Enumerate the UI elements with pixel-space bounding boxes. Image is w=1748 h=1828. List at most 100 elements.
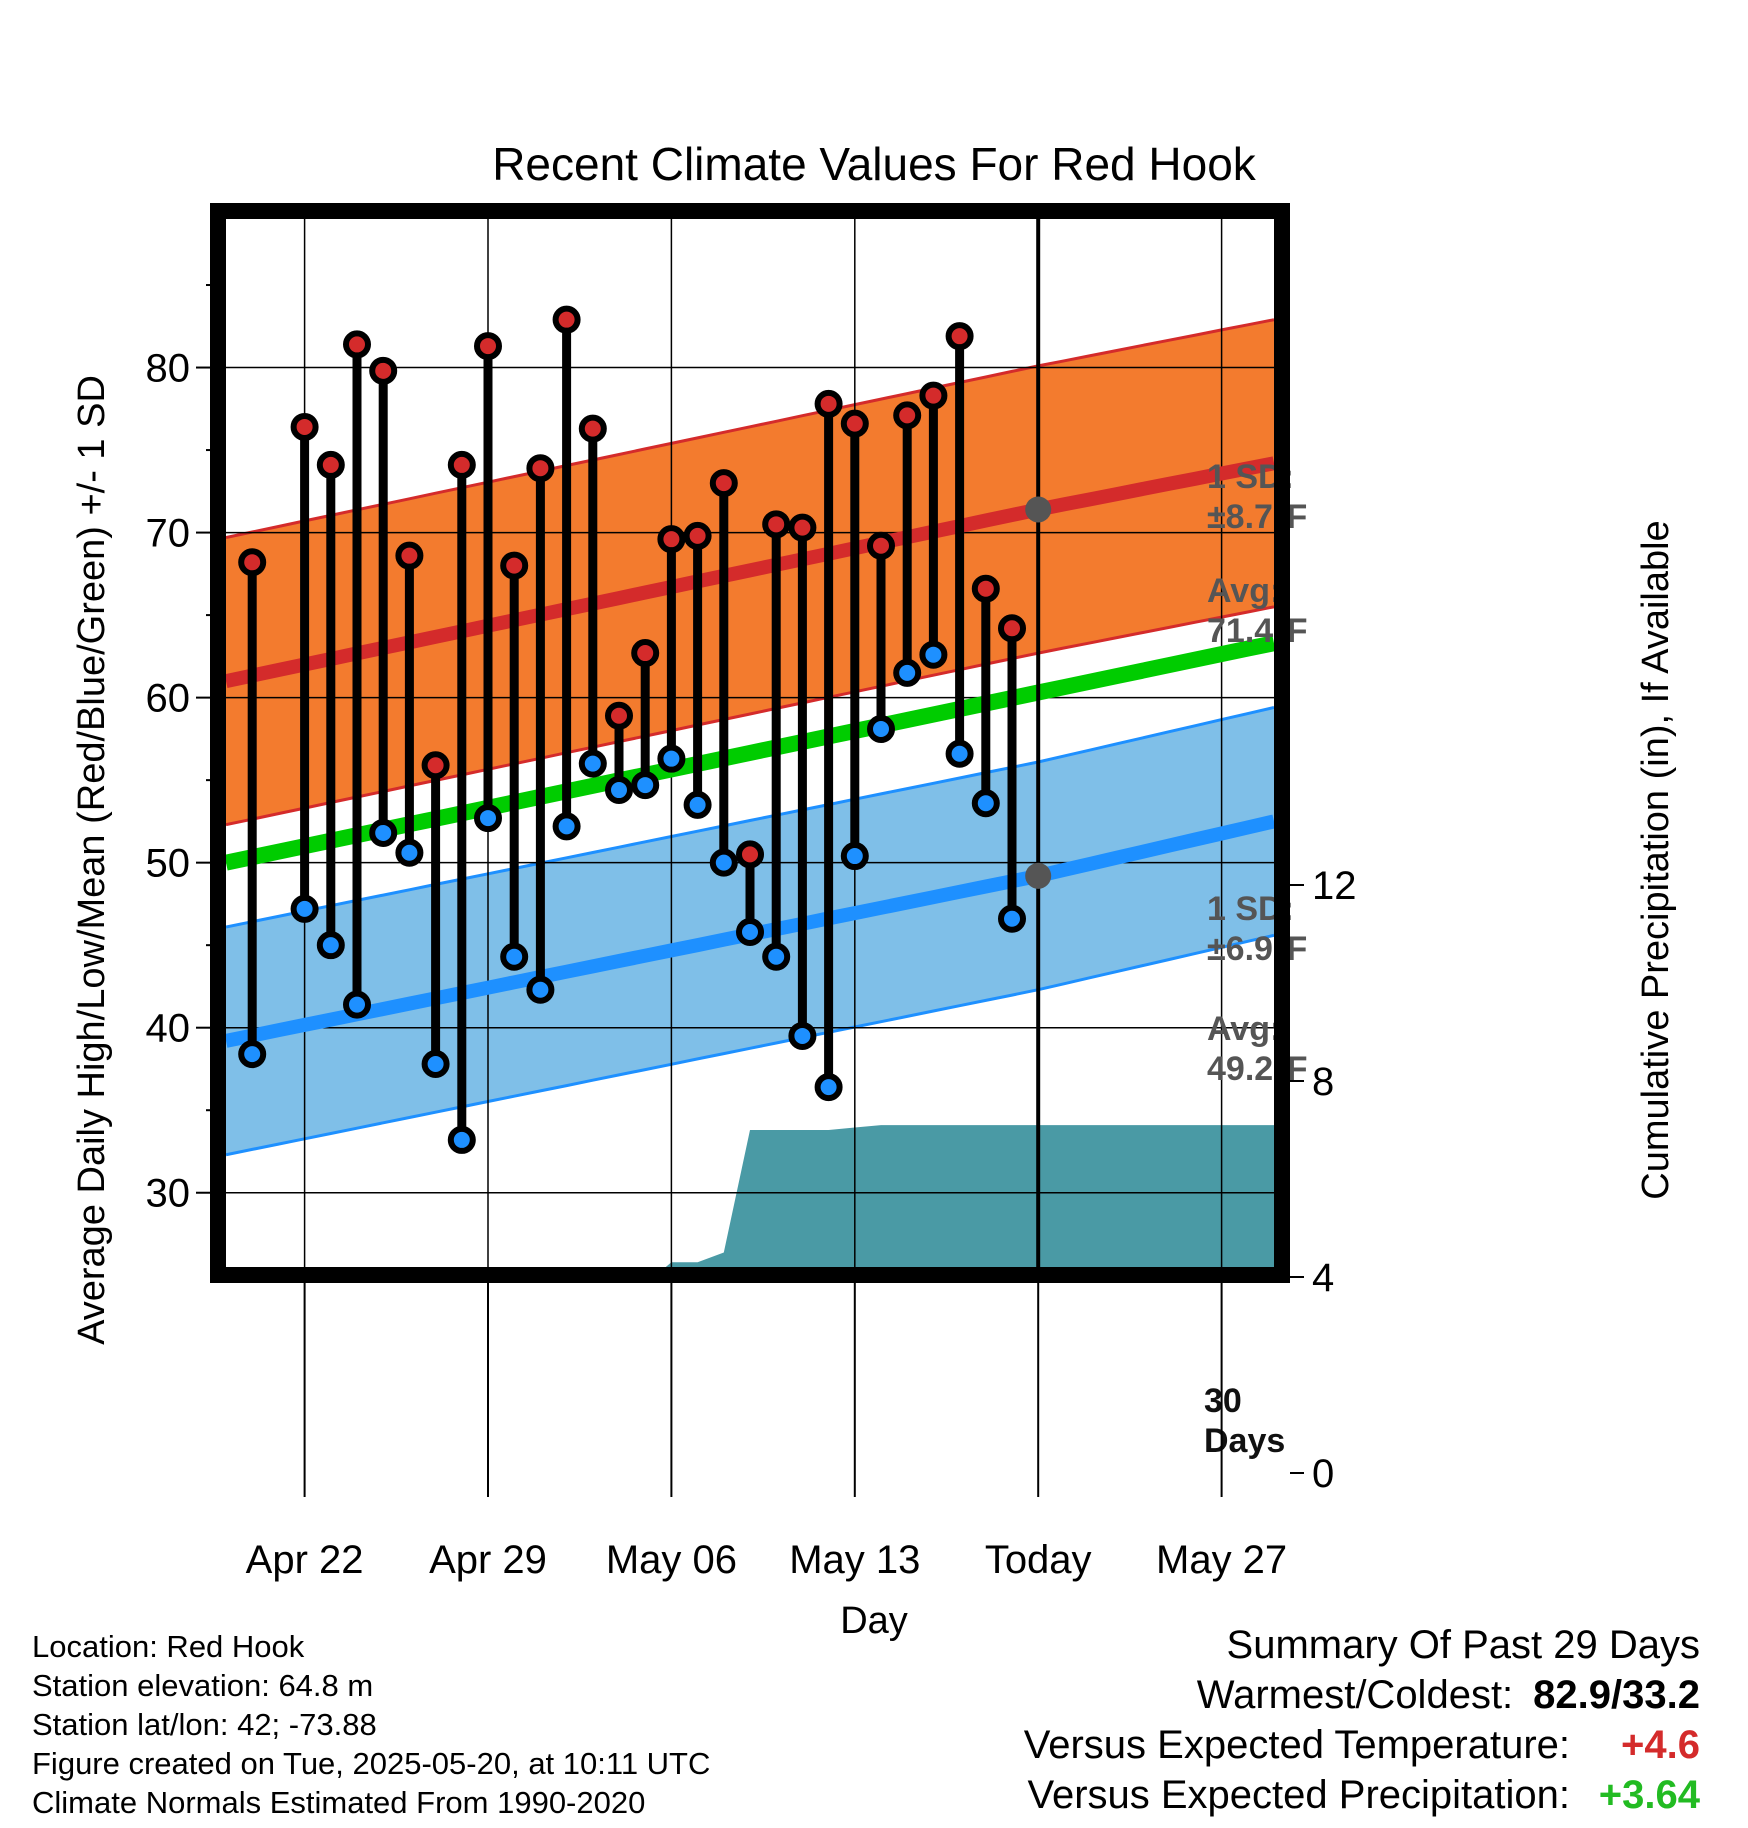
- today-low-avg-marker: [1025, 862, 1052, 889]
- plot-inner: [226, 219, 1274, 1267]
- temp-value: +4.6: [1621, 1723, 1700, 1767]
- temp-label: Versus Expected Temperature:: [1023, 1723, 1570, 1767]
- low-point: [290, 894, 319, 923]
- low-band-upper-edge: [226, 706, 1274, 929]
- high-avg-value: 71.4°F: [1207, 612, 1308, 650]
- low-band-lower-edge: [226, 933, 1274, 1157]
- low-point: [893, 658, 922, 687]
- warm-cold-label: Warmest/Coldest:: [1196, 1673, 1514, 1717]
- y2-tick-label: 4: [1312, 1256, 1334, 1300]
- low-point: [709, 848, 738, 877]
- high-point: [657, 525, 686, 554]
- high-point: [762, 510, 791, 539]
- high-point: [238, 548, 267, 577]
- low-avg-label: Avg:: [1207, 1010, 1281, 1048]
- low-point: [919, 640, 948, 669]
- high-point: [395, 541, 424, 570]
- precip-label: Versus Expected Precipitation:: [1027, 1773, 1570, 1817]
- y-tick-label: 40: [146, 1007, 191, 1051]
- high-point: [971, 574, 1000, 603]
- low-point: [316, 931, 345, 960]
- low-point: [605, 776, 633, 805]
- high-point: [788, 513, 817, 542]
- y-axis-label: Average Daily High/Low/Mean (Red/Blue/Gr…: [71, 375, 113, 1345]
- mean-normal-line: [226, 635, 1274, 871]
- today-days-word: Days: [1204, 1422, 1285, 1460]
- high-point: [421, 751, 450, 780]
- summary-warm-cold-row: Warmest/Coldest: 82.9/33.2: [1024, 1670, 1700, 1720]
- low-point: [736, 917, 764, 946]
- low-point: [657, 744, 686, 773]
- high-point: [631, 639, 660, 668]
- summary-panel: Summary Of Past 29 Days Warmest/Coldest:…: [1024, 1620, 1700, 1820]
- high-point: [605, 701, 633, 730]
- high-band-upper-edge: [226, 318, 1274, 539]
- today-days-number: 30: [1204, 1382, 1242, 1420]
- location-text: Location: Red Hook: [32, 1629, 305, 1664]
- created-text: Figure created on Tue, 2025-05-20, at 10…: [32, 1746, 711, 1781]
- low-point: [788, 1021, 817, 1050]
- precip-area: [383, 1125, 1274, 1267]
- low-point: [867, 714, 895, 743]
- summary-heading: Summary Of Past 29 Days: [1226, 1623, 1700, 1667]
- high-point: [867, 531, 895, 560]
- high-point: [474, 332, 502, 361]
- high-point: [500, 551, 529, 580]
- low-avg-value: 49.2°F: [1207, 1050, 1308, 1088]
- low-point: [840, 842, 869, 871]
- high-point: [578, 414, 607, 443]
- x-tick-label: May 06: [606, 1538, 737, 1582]
- summary-temp-row: Versus Expected Temperature: +4.6: [1024, 1720, 1700, 1770]
- x-tick-label: Apr 22: [246, 1538, 364, 1582]
- high-point: [290, 412, 319, 441]
- high-point: [447, 450, 476, 479]
- high-point: [840, 409, 869, 438]
- low-point: [343, 990, 371, 1019]
- high-band-lower-edge: [226, 605, 1274, 827]
- elevation-text: Station elevation: 64.8 m: [32, 1668, 374, 1703]
- low-sd-value: ±6.9°F: [1207, 930, 1307, 968]
- normals-text: Climate Normals Estimated From 1990-2020: [32, 1785, 646, 1820]
- y2-tick-label: 0: [1312, 1452, 1334, 1496]
- low-point: [395, 838, 424, 867]
- chart-title: Recent Climate Values For Red Hook: [492, 138, 1257, 190]
- low-point: [945, 739, 974, 768]
- low-point: [762, 942, 791, 971]
- low-point: [683, 790, 712, 819]
- low-point: [474, 804, 502, 833]
- high-point: [709, 469, 738, 498]
- x-tick-label: May 27: [1156, 1538, 1287, 1582]
- low-point: [369, 818, 398, 847]
- low-point: [998, 904, 1026, 933]
- y-tick-label: 70: [146, 512, 191, 556]
- low-point: [578, 749, 607, 778]
- high-point: [683, 521, 712, 550]
- high-sd-value: ±8.7°F: [1207, 498, 1307, 536]
- precip-value: +3.64: [1598, 1773, 1700, 1817]
- low-point: [447, 1125, 476, 1154]
- y-tick-label: 80: [146, 347, 191, 391]
- low-point: [421, 1050, 450, 1079]
- low-point: [238, 1040, 267, 1069]
- low-point: [526, 975, 555, 1004]
- high-point: [998, 614, 1026, 643]
- high-avg-label: Avg:: [1207, 572, 1281, 610]
- station-info: Location: Red Hook Station elevation: 64…: [32, 1627, 710, 1822]
- low-point: [971, 789, 1000, 818]
- low-point: [814, 1073, 843, 1102]
- high-point: [736, 840, 764, 869]
- high-point: [369, 356, 398, 385]
- today-high-avg-marker: [1025, 496, 1052, 523]
- low-point: [552, 812, 581, 841]
- high-point: [343, 330, 371, 359]
- y-tick-label: 30: [146, 1172, 191, 1216]
- y-tick-label: 50: [146, 842, 191, 886]
- high-point: [552, 305, 581, 334]
- y-tick-label: 60: [146, 677, 191, 721]
- low-point: [631, 771, 660, 800]
- high-point: [919, 381, 948, 410]
- low-point: [500, 942, 529, 971]
- x-axis-label: Day: [840, 1600, 908, 1642]
- high-point: [316, 450, 345, 479]
